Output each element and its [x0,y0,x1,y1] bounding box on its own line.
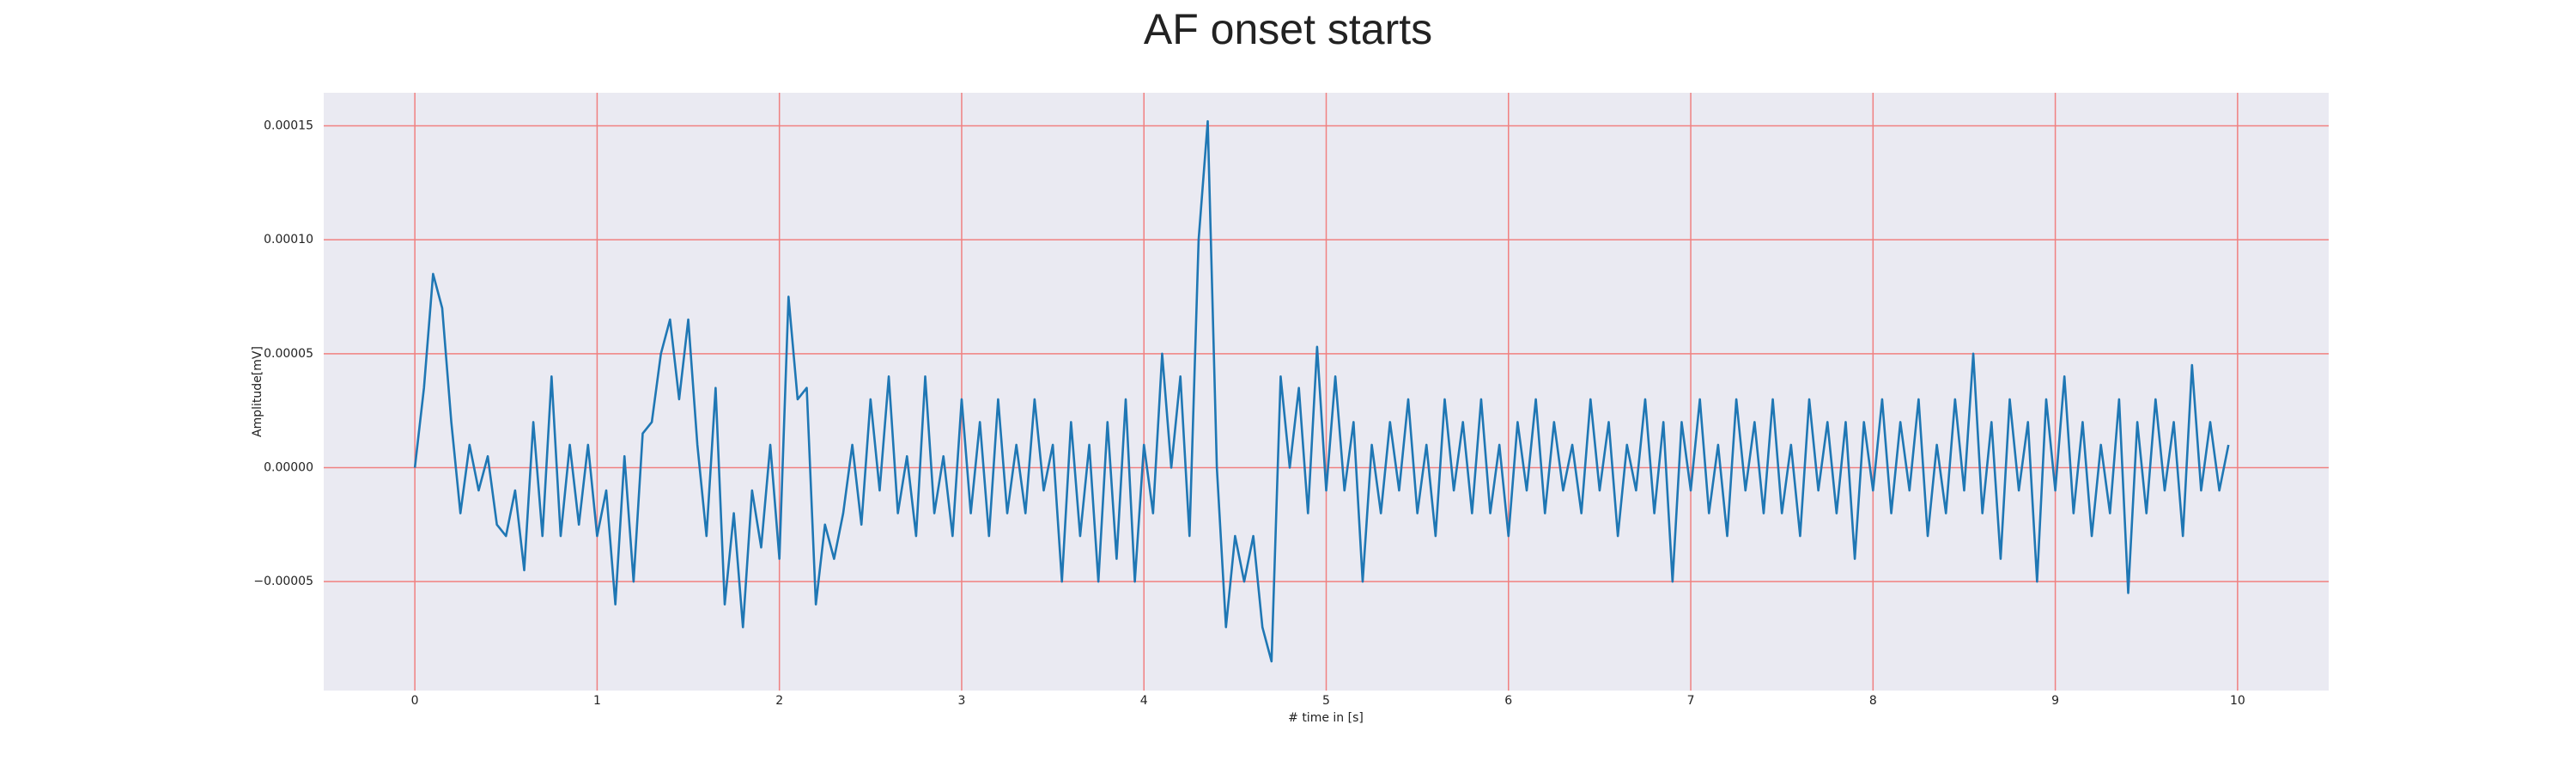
x-tick-label: 5 [1322,694,1330,708]
x-tick-label: 6 [1504,694,1512,708]
x-tick-label: 7 [1687,694,1695,708]
x-tick-label: 4 [1140,694,1148,708]
y-axis-label: Amplitude[mV] [251,346,264,437]
chart-title: AF onset starts [1144,5,1432,53]
x-tick-label: 10 [2230,694,2245,708]
y-tick-label: 0.00000 [264,460,313,474]
x-tick-label: 0 [411,694,419,708]
signal-line [413,119,2230,663]
x-axis-label: # time in [s] [1288,711,1364,725]
y-tick-label: −0.00005 [253,575,313,588]
x-tick-label: 3 [957,694,965,708]
x-tick-label: 1 [593,694,601,708]
y-tick-label: 0.00005 [264,347,313,361]
y-tick-label: 0.00010 [264,233,313,247]
y-tick-label: 0.00015 [264,119,313,132]
x-tick-label: 2 [775,694,783,708]
x-tick-label: 9 [2051,694,2059,708]
x-tick-label: 8 [1869,694,1877,708]
